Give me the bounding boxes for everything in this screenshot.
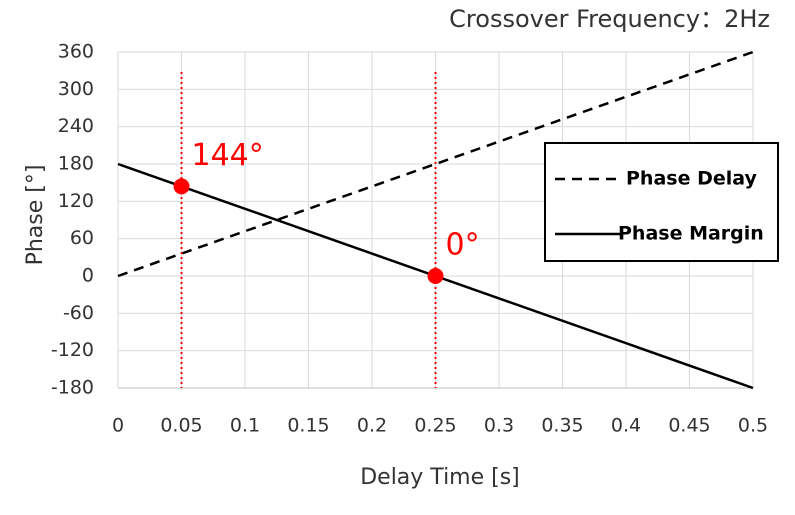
x-tick-label: 0.35	[541, 415, 583, 437]
x-axis-label: Delay Time [s]	[360, 465, 520, 490]
x-tick-label: 0	[112, 415, 124, 437]
marker	[427, 268, 444, 284]
x-tick-label: 0.4	[611, 415, 641, 437]
legend: Phase Delay Phase Margin	[544, 142, 779, 262]
y-tick-label: -180	[51, 377, 94, 399]
y-tick-label: 240	[58, 115, 94, 137]
x-tick-label: 0.3	[484, 415, 514, 437]
annotation-label: 0°	[446, 228, 480, 263]
y-tick-label: -120	[51, 339, 94, 361]
x-tick-label: 0.5	[738, 415, 768, 437]
y-tick-label: 300	[58, 78, 94, 100]
y-tick-label: -60	[63, 302, 94, 324]
legend-label: Phase Delay	[626, 168, 757, 190]
line-series	[117, 50, 754, 278]
y-tick-label: 120	[58, 190, 94, 212]
marker	[173, 178, 190, 195]
y-axis-label: Phase [°]	[23, 165, 48, 266]
legend-label: Phase Margin	[618, 223, 764, 245]
x-tick-label: 0.05	[160, 415, 202, 437]
y-tick-label: 60	[70, 227, 94, 249]
y-tick-label: 180	[58, 153, 94, 175]
x-tick-label: 0.2	[357, 415, 387, 437]
x-tick-label: 0.45	[668, 415, 710, 437]
chart-title: Crossover Frequency：2Hz	[449, 5, 770, 33]
x-tick-label: 0.15	[287, 415, 329, 437]
y-tick-label: 360	[58, 41, 94, 63]
annotation-label: 144°	[192, 138, 264, 173]
legend-box	[544, 142, 779, 262]
x-tick-label: 0.25	[414, 415, 456, 437]
y-tick-label: 0	[82, 265, 94, 287]
x-tick-label: 0.1	[230, 415, 260, 437]
